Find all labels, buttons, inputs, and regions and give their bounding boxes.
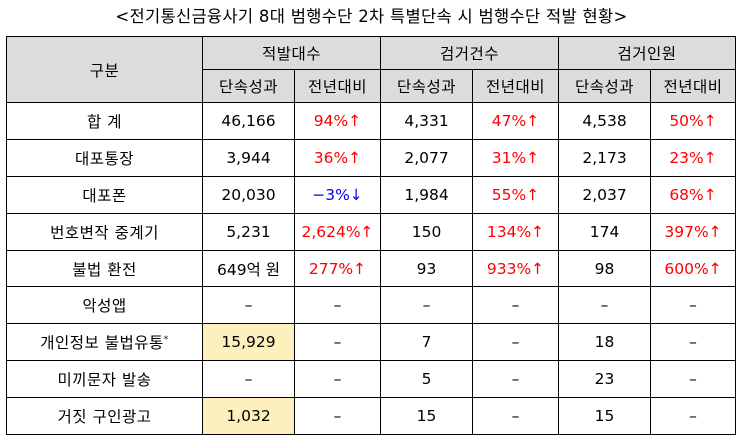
row-label-text: 미끼문자 발송 [57,371,152,390]
yoy-cell: – [472,286,560,325]
yoy-cell: – [472,323,560,362]
table-row: 대포폰 20,030 −3%↓ 1,984 55%↑ 2,037 68%↑ [6,175,737,214]
yoy-cell: 68%↑ [650,175,737,214]
yoy-cell: 36%↑ [293,138,382,177]
crackdown-results-table: 구분 적발대수 검거건수 검거인원 단속성과 전년대비 단속성과 전년대비 단속… [6,36,737,436]
yoy-cell: −3%↓ [293,175,382,214]
result-cell: 150 [380,212,474,251]
yoy-cell: 23%↑ [650,138,737,177]
yoy-cell: – [293,286,382,325]
group-header-detections: 적발대수 [201,36,382,70]
result-cell: 2,077 [380,138,474,177]
yoy-cell: 31%↑ [472,138,560,177]
yoy-cell: – [650,323,737,362]
header-row-groups: 구분 적발대수 검거건수 검거인원 [6,36,737,103]
yoy-cell: 94%↑ [293,102,382,140]
row-label: 번호변작 중계기 [6,212,203,251]
result-cell: – [380,286,474,325]
footnote-marker: * [163,335,169,346]
result-cell: 20,030 [202,175,295,214]
yoy-cell: – [650,360,737,399]
result-cell: 174 [558,212,652,251]
yoy-cell: 134%↑ [472,212,560,251]
row-label-text: 거짓 구인광고 [57,408,152,427]
result-cell: 46,166 [202,102,295,140]
row-label: 대포통장 [6,138,203,177]
sub-header-result: 단속성과 [558,69,652,103]
yoy-cell: – [472,360,560,399]
result-cell: 4,538 [558,102,652,140]
result-cell: 15 [558,397,652,436]
yoy-cell: – [293,360,382,399]
result-cell: 15,929 [202,323,295,362]
sub-header-yoy: 전년대비 [472,69,560,103]
row-label: 악성앱 [6,286,203,325]
row-label: 합 계 [6,102,203,140]
result-cell: 1,984 [380,175,474,214]
result-cell: 18 [558,323,652,362]
row-label-text: 불법 환전 [72,260,137,279]
row-label-text: 대포폰 [82,186,127,205]
row-label-text: 합 계 [87,112,122,131]
yoy-cell: 50%↑ [650,102,737,140]
result-cell: 5,231 [202,212,295,251]
table-row: 개인정보 불법유통* 15,929–7–18– [6,323,737,362]
sub-header-yoy: 전년대비 [650,69,737,103]
row-label-text: 악성앱 [82,297,127,316]
row-label-text: 대포통장 [74,149,135,168]
table-row: 불법 환전 649억 원 277%↑ 93 933%↑ 98 600%↑ [6,249,737,288]
result-cell: 98 [558,249,652,288]
page-title: <전기통신금융사기 8대 범행수단 2차 특별단속 시 범행수단 적발 현황> [115,7,628,26]
row-label-text: 개인정보 불법유통 [40,334,164,353]
header-row-subs: 단속성과 전년대비 단속성과 전년대비 단속성과 전년대비 [7,69,737,103]
row-label-text: 번호변작 중계기 [50,223,159,242]
row-label: 불법 환전 [6,249,203,288]
yoy-cell: 47%↑ [472,102,560,140]
result-cell: 15 [380,397,474,436]
table-body: 합 계 46,166 94%↑ 4,331 47%↑ 4,538 50%↑ 대포통장 3,944… [6,102,737,436]
table-row: 미끼문자 발송 – –5–23– [6,360,737,399]
yoy-cell: – [472,397,560,436]
result-cell: – [202,286,295,325]
result-cell: 3,944 [202,138,295,177]
result-cell: 4,331 [380,102,474,140]
result-cell: 23 [558,360,652,399]
category-header: 구분 [6,36,203,103]
row-label: 거짓 구인광고 [6,397,203,436]
yoy-cell: 933%↑ [472,249,560,288]
group-header-cases: 검거건수 [380,36,560,70]
sub-header-result: 단속성과 [202,69,295,103]
table-row: 거짓 구인광고 1,032–15–15– [6,397,737,436]
row-label: 개인정보 불법유통* [6,323,203,362]
yoy-cell: – [650,286,737,325]
table-row: 합 계 46,166 94%↑ 4,331 47%↑ 4,538 50%↑ [6,102,737,140]
result-cell: 5 [380,360,474,399]
group-header-arrests: 검거인원 [558,36,737,70]
yoy-cell: 55%↑ [472,175,560,214]
result-cell: 649억 원 [202,249,295,288]
sub-header-yoy: 전년대비 [293,69,382,103]
result-cell: 7 [380,323,474,362]
result-cell: – [202,360,295,399]
result-cell: 1,032 [202,397,295,436]
row-label: 대포폰 [6,175,203,214]
yoy-cell: 600%↑ [650,249,737,288]
yoy-cell: – [650,397,737,436]
row-label: 미끼문자 발송 [6,360,203,399]
yoy-cell: 397%↑ [650,212,737,251]
result-cell: – [558,286,652,325]
result-cell: 93 [380,249,474,288]
yoy-cell: 277%↑ [293,249,382,288]
yoy-cell: – [293,397,382,436]
table-row: 대포통장 3,944 36%↑ 2,077 31%↑ 2,173 23%↑ [6,138,737,177]
result-cell: 2,037 [558,175,652,214]
sub-header-result: 단속성과 [380,69,474,103]
table-row: 악성앱 – – – – – – [6,286,737,325]
yoy-cell: 2,624%↑ [293,212,382,251]
result-cell: 2,173 [558,138,652,177]
table-row: 번호변작 중계기 5,231 2,624%↑ 150 134%↑ 174 397%↑ [6,212,737,251]
yoy-cell: – [293,323,382,362]
